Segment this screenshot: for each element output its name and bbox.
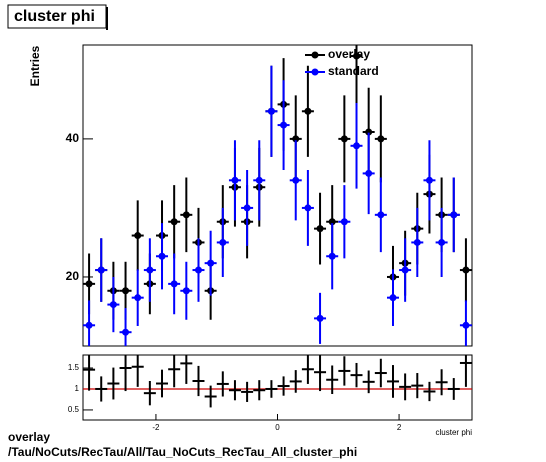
data-point: [365, 169, 373, 177]
data-point: [280, 121, 288, 129]
data-point: [304, 204, 312, 212]
data-point: [328, 218, 336, 226]
y-tick-label: 1: [75, 384, 80, 393]
legend-swatch: [311, 68, 319, 76]
data-point: [207, 259, 215, 267]
data-point: [389, 294, 397, 302]
legend-swatch: [311, 51, 319, 59]
data-point: [401, 266, 409, 274]
data-point: [328, 252, 336, 260]
plot-frame: [82, 44, 473, 347]
footer-line1: overlay: [8, 430, 50, 444]
data-point: [146, 266, 154, 274]
y-tick-label: 20: [66, 269, 80, 283]
chart-title: cluster phi: [14, 8, 95, 25]
data-point: [340, 135, 348, 143]
data-point: [122, 328, 130, 336]
data-point: [255, 176, 263, 184]
data-point: [85, 321, 93, 329]
data-point: [170, 280, 178, 288]
legend-label: standard: [328, 64, 379, 78]
data-point: [109, 301, 117, 309]
data-point: [267, 107, 275, 115]
data-point: [170, 218, 178, 226]
data-point: [219, 238, 227, 246]
y-tick-label: 1.5: [68, 363, 80, 372]
data-point: [353, 142, 361, 150]
data-point: [292, 176, 300, 184]
data-point: [377, 211, 385, 219]
data-point: [425, 176, 433, 184]
data-point: [450, 211, 458, 219]
x-tick-label: -2: [152, 423, 160, 432]
y-axis-label: Entries: [28, 45, 42, 86]
data-point: [377, 135, 385, 143]
data-point: [182, 287, 190, 295]
x-tick-label: 2: [397, 423, 402, 432]
data-point: [365, 128, 373, 136]
data-point: [243, 204, 251, 212]
title-shadow: [106, 7, 108, 30]
data-point: [316, 225, 324, 233]
data-point: [462, 321, 470, 329]
data-point: [353, 52, 361, 60]
y-tick-label: 40: [66, 131, 80, 145]
data-point: [231, 176, 239, 184]
data-point: [194, 266, 202, 274]
data-point: [134, 294, 142, 302]
data-point: [340, 218, 348, 226]
x-axis-label: cluster phi: [436, 428, 473, 437]
data-point: [304, 107, 312, 115]
legend-label: overlay: [328, 47, 370, 61]
data-point: [316, 314, 324, 322]
data-point: [122, 287, 130, 295]
data-point: [462, 266, 470, 274]
footer-line2: /Tau/NoCuts/RecTau/All/Tau_NoCuts_RecTau…: [8, 445, 357, 459]
data-point: [438, 238, 446, 246]
y-tick-label: 0.5: [68, 405, 80, 414]
data-point: [134, 232, 142, 240]
data-point: [413, 238, 421, 246]
x-tick-label: 0: [275, 423, 280, 432]
data-point: [97, 266, 105, 274]
data-point: [292, 135, 300, 143]
data-point: [182, 211, 190, 219]
data-point: [158, 252, 166, 260]
data-point: [85, 280, 93, 288]
